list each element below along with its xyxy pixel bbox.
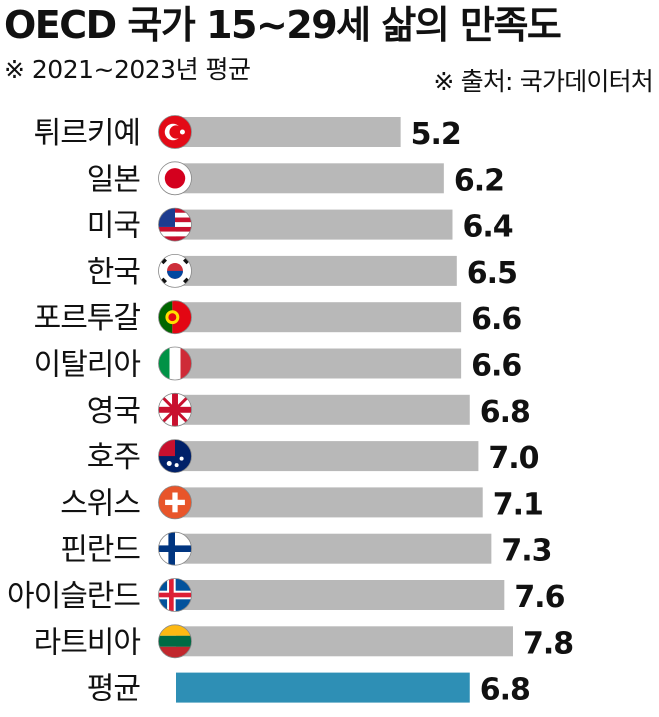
value-label: 6.6 [471, 302, 521, 337]
category-label: 튀르키예 [34, 116, 140, 151]
value-label: 7.3 [501, 534, 551, 569]
bar-row: 라트비아 7.8 [34, 624, 574, 661]
bar-row: 포르투갈 6.6 [34, 300, 522, 337]
bar-row: 스위스 7.1 [60, 485, 544, 522]
bar [176, 209, 453, 240]
bar [176, 348, 462, 379]
value-label: 6.8 [480, 395, 530, 430]
bar-row: 미국 6.4 [87, 207, 514, 245]
category-label: 아이슬란드 [7, 579, 140, 614]
category-label: 영국 [87, 394, 141, 429]
italy-flag [158, 346, 192, 381]
value-label: 6.8 [480, 673, 530, 708]
category-label: 핀란드 [60, 533, 140, 568]
category-label: 미국 [87, 209, 141, 244]
japan-flag [158, 161, 192, 196]
bar [176, 117, 401, 147]
switzerland-flag [158, 485, 192, 520]
australia-flag [158, 439, 192, 474]
bar [176, 533, 492, 564]
bar [176, 580, 505, 610]
bar-row: 이탈리아 6.6 [34, 346, 522, 384]
category-label: 포르투갈 [34, 301, 141, 336]
bar-row: 핀란드 7.3 [60, 531, 553, 569]
category-label: 이탈리아 [34, 348, 141, 383]
value-label: 7.1 [493, 487, 543, 522]
category-label: 라트비아 [34, 625, 141, 660]
average-bar [176, 672, 470, 703]
value-label: 6.2 [454, 163, 504, 198]
value-label: 6.5 [467, 256, 517, 291]
value-label: 7.8 [523, 626, 573, 661]
finland-flag [158, 531, 192, 566]
category-label: 한국 [87, 255, 141, 290]
bar-row: 평균 6.8 [87, 672, 531, 708]
bar [176, 302, 462, 333]
bar-row: 한국 6.5 [87, 253, 518, 291]
bar [176, 487, 483, 518]
bar-row: 튀르키예 5.2 [34, 115, 462, 152]
turkey-flag [158, 115, 192, 149]
bar [176, 441, 479, 472]
bar [176, 394, 470, 425]
bar-row: 영국 6.8 [87, 392, 531, 430]
value-label: 7.0 [488, 441, 538, 476]
bar [176, 255, 457, 286]
bar [176, 163, 444, 194]
chart-subtitle: ※ 2021~2023년 평균 [4, 55, 251, 84]
iceland-flag [158, 578, 192, 612]
category-label: 호주 [87, 440, 140, 475]
value-label: 6.6 [471, 349, 521, 384]
value-label: 7.6 [514, 580, 564, 615]
category-label: 스위스 [60, 486, 140, 521]
value-label: 6.4 [462, 210, 512, 245]
bar [176, 626, 513, 657]
source-note: ※ 출처: 국가데이터처 [433, 67, 653, 96]
korea-flag [158, 253, 192, 288]
usa-flag [158, 207, 192, 242]
bar-row: 아이슬란드 7.6 [7, 578, 566, 615]
value-label: 5.2 [411, 117, 461, 152]
category-label: 일본 [87, 162, 140, 197]
bar-row: 호주 7.0 [87, 439, 540, 476]
category-label: 평균 [87, 672, 141, 707]
uk-flag [158, 392, 192, 427]
latvia-flag [158, 624, 192, 659]
chart-title: OECD 국가 15~29세 삶의 만족도 [4, 3, 562, 47]
bar-row: 일본 6.2 [87, 161, 505, 198]
portugal-flag [158, 300, 192, 335]
